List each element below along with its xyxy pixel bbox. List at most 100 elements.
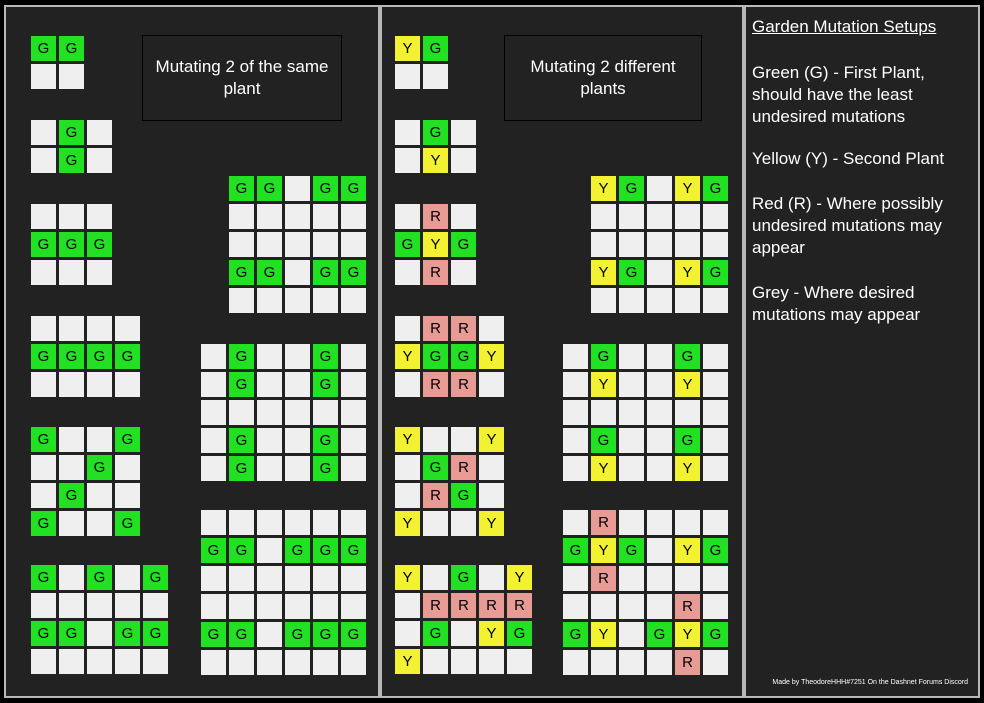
- desired-mutation-cell: [228, 231, 255, 258]
- desired-mutation-cell: [256, 565, 283, 592]
- desired-mutation-cell: [618, 621, 645, 648]
- desired-mutation-cell: [478, 315, 505, 342]
- desired-mutation-cell: [422, 426, 449, 453]
- first-plant-cell: G: [506, 620, 533, 647]
- desired-mutation-cell: [590, 287, 617, 314]
- first-plant-cell: G: [200, 537, 227, 564]
- desired-mutation-cell: [256, 455, 283, 482]
- desired-mutation-cell: [284, 343, 311, 370]
- desired-mutation-cell: [284, 231, 311, 258]
- desired-mutation-cell: [200, 565, 227, 592]
- first-plant-cell: G: [58, 620, 85, 647]
- desired-mutation-cell: [58, 63, 85, 90]
- desired-mutation-cell: [646, 649, 673, 676]
- desired-mutation-cell: [200, 427, 227, 454]
- desired-mutation-cell: [200, 593, 227, 620]
- desired-mutation-cell: [702, 399, 729, 426]
- first-plant-cell: G: [114, 620, 141, 647]
- first-plant-cell: G: [618, 175, 645, 202]
- second-plant-cell: Y: [394, 426, 421, 453]
- desired-mutation-cell: [562, 343, 589, 370]
- desired-mutation-cell: [256, 371, 283, 398]
- desired-mutation-cell: [562, 593, 589, 620]
- desired-mutation-cell: [114, 648, 141, 675]
- first-plant-cell: G: [618, 537, 645, 564]
- desired-mutation-cell: [646, 231, 673, 258]
- desired-mutation-cell: [256, 509, 283, 536]
- desired-mutation-cell: [646, 509, 673, 536]
- desired-mutation-cell: [646, 175, 673, 202]
- desired-mutation-cell: [114, 315, 141, 342]
- desired-mutation-cell: [450, 147, 477, 174]
- desired-mutation-cell: [114, 592, 141, 619]
- desired-mutation-cell: [312, 565, 339, 592]
- desired-mutation-cell: [86, 426, 113, 453]
- desired-mutation-cell: [30, 371, 57, 398]
- first-plant-cell: G: [590, 427, 617, 454]
- desired-mutation-cell: [86, 371, 113, 398]
- desired-mutation-cell: [450, 648, 477, 675]
- desired-mutation-cell: [114, 564, 141, 591]
- desired-mutation-cell: [618, 287, 645, 314]
- desired-mutation-cell: [562, 565, 589, 592]
- desired-mutation-cell: [114, 454, 141, 481]
- desired-mutation-cell: [58, 454, 85, 481]
- first-plant-cell: G: [312, 427, 339, 454]
- desired-mutation-cell: [450, 426, 477, 453]
- desired-mutation-cell: [562, 371, 589, 398]
- desired-mutation-cell: [228, 509, 255, 536]
- desired-mutation-cell: [422, 648, 449, 675]
- second-plant-cell: Y: [674, 371, 701, 398]
- desired-mutation-cell: [340, 565, 367, 592]
- undesired-mutation-cell: R: [422, 482, 449, 509]
- first-plant-cell: G: [284, 537, 311, 564]
- desired-mutation-cell: [30, 259, 57, 286]
- undesired-mutation-cell: R: [674, 649, 701, 676]
- desired-mutation-cell: [200, 343, 227, 370]
- first-plant-cell: G: [312, 455, 339, 482]
- undesired-mutation-cell: R: [590, 565, 617, 592]
- desired-mutation-cell: [702, 565, 729, 592]
- first-plant-cell: G: [30, 35, 57, 62]
- second-plant-cell: Y: [590, 455, 617, 482]
- desired-mutation-cell: [340, 371, 367, 398]
- desired-mutation-cell: [86, 147, 113, 174]
- undesired-mutation-cell: R: [506, 592, 533, 619]
- first-plant-cell: G: [340, 259, 367, 286]
- first-plant-cell: G: [422, 119, 449, 146]
- undesired-mutation-cell: R: [450, 315, 477, 342]
- desired-mutation-cell: [200, 371, 227, 398]
- desired-mutation-cell: [200, 509, 227, 536]
- desired-mutation-cell: [256, 649, 283, 676]
- desired-mutation-cell: [646, 537, 673, 564]
- first-plant-cell: G: [58, 343, 85, 370]
- second-plant-cell: Y: [478, 426, 505, 453]
- desired-mutation-cell: [284, 287, 311, 314]
- first-plant-cell: G: [340, 175, 367, 202]
- desired-mutation-cell: [284, 427, 311, 454]
- first-plant-cell: G: [562, 621, 589, 648]
- desired-mutation-cell: [394, 482, 421, 509]
- desired-mutation-cell: [58, 371, 85, 398]
- first-plant-cell: G: [450, 564, 477, 591]
- desired-mutation-cell: [200, 455, 227, 482]
- first-plant-cell: G: [340, 537, 367, 564]
- desired-mutation-cell: [86, 482, 113, 509]
- desired-mutation-cell: [562, 509, 589, 536]
- desired-mutation-cell: [394, 315, 421, 342]
- desired-mutation-cell: [674, 399, 701, 426]
- first-plant-cell: G: [702, 621, 729, 648]
- desired-mutation-cell: [702, 343, 729, 370]
- desired-mutation-cell: [340, 287, 367, 314]
- desired-mutation-cell: [618, 649, 645, 676]
- first-plant-cell: G: [702, 537, 729, 564]
- desired-mutation-cell: [618, 343, 645, 370]
- desired-mutation-cell: [256, 231, 283, 258]
- first-plant-cell: G: [284, 621, 311, 648]
- desired-mutation-cell: [58, 510, 85, 537]
- desired-mutation-cell: [646, 343, 673, 370]
- second-plant-cell: Y: [422, 231, 449, 258]
